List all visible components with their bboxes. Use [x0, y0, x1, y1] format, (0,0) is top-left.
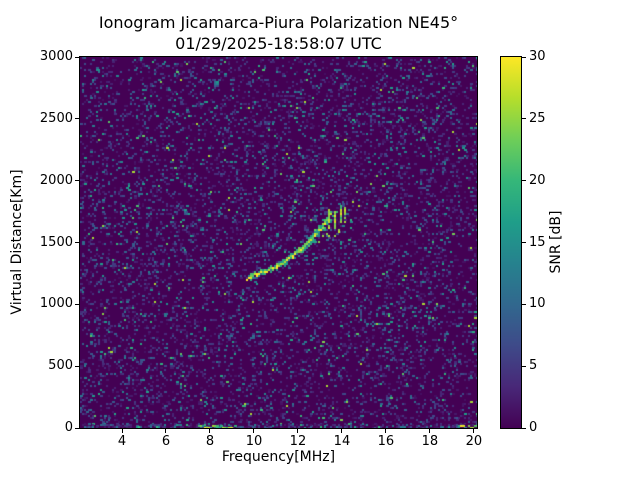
x-axis-label: Frequency[MHz]: [221, 449, 336, 465]
colorbar: [500, 56, 522, 429]
colorbar-tick-mark: [522, 180, 526, 182]
y-tick-label: 3000: [39, 49, 73, 64]
colorbar-gradient: [501, 57, 521, 428]
x-tick-label: 14: [333, 434, 351, 449]
y-tick-label: 2500: [39, 110, 73, 126]
x-tick-mark: [385, 429, 387, 433]
y-tick-mark: [75, 118, 79, 120]
colorbar-tick-mark: [522, 118, 526, 120]
y-tick-label: 0: [64, 420, 73, 435]
colorbar-tick-mark: [522, 303, 526, 305]
colorbar-tick-mark: [522, 242, 526, 243]
x-tick-mark: [429, 429, 431, 433]
colorbar-tick-label: 30: [529, 49, 546, 64]
x-tick-mark: [473, 429, 475, 433]
y-tick-mark: [75, 365, 79, 367]
y-tick-mark: [75, 180, 79, 182]
y-axis-label: Virtual Distance[Km]: [9, 169, 25, 315]
colorbar-tick-mark: [522, 427, 526, 429]
x-tick-label: 8: [205, 434, 215, 449]
x-tick-mark: [253, 429, 255, 433]
x-tick-label: 12: [289, 434, 307, 449]
x-tick-mark: [121, 429, 123, 433]
colorbar-tick-label: 0: [529, 420, 538, 435]
y-tick-label: 500: [48, 358, 73, 374]
colorbar-tick-label: 5: [529, 358, 538, 374]
x-tick-mark: [341, 429, 343, 433]
y-tick-mark: [75, 242, 79, 243]
y-tick-mark: [75, 303, 79, 305]
x-tick-label: 16: [377, 434, 395, 449]
colorbar-tick-label: 10: [529, 296, 546, 312]
y-tick-label: 2000: [39, 172, 73, 188]
heatmap-canvas: [80, 57, 477, 428]
x-tick-mark: [209, 429, 211, 433]
x-tick-label: 6: [161, 434, 171, 449]
colorbar-tick-label: 15: [529, 234, 546, 250]
chart-title: Ionogram Jicamarca-Piura Polarization NE…: [98, 13, 459, 32]
chart-title-block: Ionogram Jicamarca-Piura Polarization NE…: [80, 12, 477, 54]
y-tick-label: 1500: [39, 234, 73, 250]
colorbar-tick-label: 20: [529, 172, 546, 188]
x-tick-label: 20: [465, 434, 483, 449]
x-tick-label: 18: [421, 434, 439, 449]
colorbar-tick-label: 25: [529, 110, 546, 126]
x-tick-label: 4: [117, 434, 127, 449]
chart-subtitle: 01/29/2025-18:58:07 UTC: [175, 34, 382, 53]
colorbar-tick-mark: [522, 365, 526, 367]
x-tick-mark: [297, 429, 299, 433]
x-tick-mark: [165, 429, 167, 433]
x-tick-label: 10: [245, 434, 263, 449]
y-tick-label: 1000: [39, 296, 73, 312]
y-tick-mark: [75, 427, 79, 429]
colorbar-tick-mark: [522, 56, 526, 58]
y-tick-mark: [75, 56, 79, 58]
